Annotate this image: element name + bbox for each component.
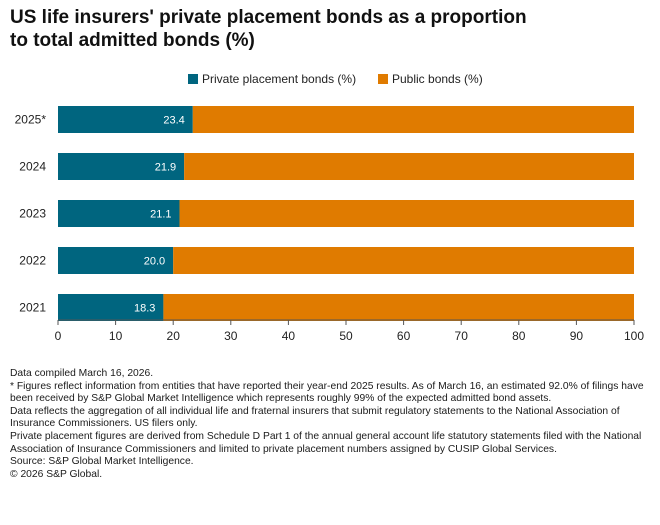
legend-item-private: Private placement bonds (%)	[188, 71, 356, 87]
x-tick-label: 30	[224, 329, 238, 343]
legend-swatch-public	[378, 74, 388, 84]
y-tick-label: 2021	[19, 301, 46, 315]
note-date: Data compiled March 16, 2026.	[10, 368, 154, 379]
bar-public	[163, 294, 634, 321]
chart-title: US life insurers' private placement bond…	[10, 6, 570, 52]
chart-title-line-1: US life insurers' private placement bond…	[10, 7, 527, 28]
bar-public	[179, 200, 634, 227]
x-tick-label: 90	[570, 329, 584, 343]
x-tick-label: 0	[55, 329, 62, 343]
note-copyright: © 2026 S&P Global.	[10, 468, 103, 480]
y-tick-label: 2024	[19, 160, 46, 174]
bar-public	[184, 153, 635, 180]
note-source: Source: S&P Global Market Intelligence.	[10, 456, 194, 468]
y-tick-label: 2025*	[15, 113, 47, 127]
x-tick-label: 20	[167, 329, 181, 343]
bar-data-label: 21.9	[155, 162, 176, 174]
legend-label-private: Private placement bonds (%)	[202, 72, 357, 86]
bar-data-label: 21.1	[150, 209, 171, 221]
chart-plot: 2025* 23.4 2024 21.9 2023 21.1 2022 20.0 2021 18.…	[15, 106, 644, 343]
x-tick-label: 40	[282, 329, 296, 343]
x-tick-label: 10	[109, 329, 123, 343]
bar-data-label: 18.3	[134, 303, 155, 315]
x-tick-label: 100	[624, 329, 644, 343]
y-tick-label: 2023	[19, 207, 46, 221]
x-tick-label: 60	[397, 329, 411, 343]
y-tick-label: 2022	[19, 254, 46, 268]
legend-item-public: Public bonds (%)	[378, 71, 483, 87]
bar-private	[58, 106, 193, 133]
x-tick-label: 50	[339, 329, 353, 343]
legend-label-public: Public bonds (%)	[392, 72, 483, 86]
bar-public	[173, 247, 634, 274]
bar-data-label: 23.4	[163, 115, 184, 127]
note-footnote: * Figures reflect information from entit…	[10, 380, 644, 405]
note-private-placement: Private placement figures are derived fr…	[10, 430, 642, 455]
bar-private	[58, 200, 180, 227]
bar-private	[58, 247, 174, 274]
bar-private	[58, 294, 164, 321]
note-aggregation: Data reflects the aggregation of all ind…	[10, 405, 620, 430]
chart-legend: Private placement bonds (%) Public bonds…	[0, 71, 660, 87]
legend-swatch-private	[188, 74, 198, 84]
chart-title-line-2: to total admitted bonds (%)	[10, 30, 255, 51]
bar-private	[58, 153, 185, 180]
bar-data-label: 20.0	[144, 256, 165, 268]
bar-public	[192, 106, 634, 133]
chart-notes: Data compiled March 16, 2026. * Figures …	[10, 368, 655, 481]
x-tick-label: 70	[455, 329, 469, 343]
x-tick-label: 80	[512, 329, 526, 343]
